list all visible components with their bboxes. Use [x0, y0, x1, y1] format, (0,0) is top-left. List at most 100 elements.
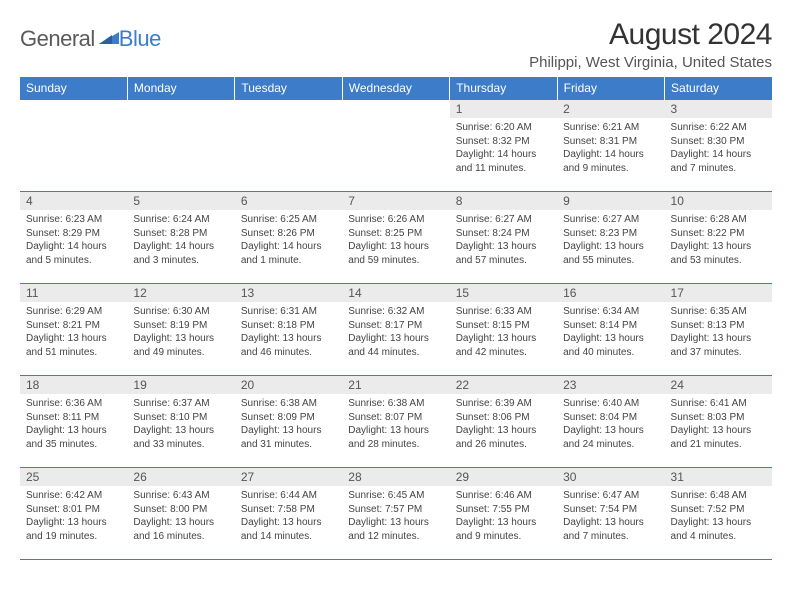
day-detail-line: and 49 minutes. [133, 346, 228, 360]
day-detail-line: and 28 minutes. [348, 438, 443, 452]
day-number: 23 [557, 376, 664, 394]
day-detail-line: Daylight: 14 hours [241, 240, 336, 254]
day-detail-line: and 44 minutes. [348, 346, 443, 360]
day-detail-line: and 3 minutes. [133, 254, 228, 268]
day-number: 30 [557, 468, 664, 486]
calendar-cell: 9Sunrise: 6:27 AMSunset: 8:23 PMDaylight… [557, 192, 664, 284]
day-detail-line: Sunset: 8:21 PM [26, 319, 121, 333]
day-detail-line: Sunset: 8:24 PM [456, 227, 551, 241]
day-detail-line: Daylight: 13 hours [133, 424, 228, 438]
day-number: 11 [20, 284, 127, 302]
day-details: Sunrise: 6:24 AMSunset: 8:28 PMDaylight:… [127, 210, 234, 269]
weekday-header: Friday [557, 77, 664, 100]
day-number: 13 [235, 284, 342, 302]
calendar-cell: 21Sunrise: 6:38 AMSunset: 8:07 PMDayligh… [342, 376, 449, 468]
day-detail-line: and 42 minutes. [456, 346, 551, 360]
day-number: 20 [235, 376, 342, 394]
day-detail-line: Sunrise: 6:35 AM [671, 305, 766, 319]
weekday-header: Wednesday [342, 77, 449, 100]
day-number: 7 [342, 192, 449, 210]
day-detail-line: Sunrise: 6:46 AM [456, 489, 551, 503]
day-detail-line: Sunset: 8:31 PM [563, 135, 658, 149]
calendar-cell: 18Sunrise: 6:36 AMSunset: 8:11 PMDayligh… [20, 376, 127, 468]
day-detail-line: and 5 minutes. [26, 254, 121, 268]
day-details: Sunrise: 6:43 AMSunset: 8:00 PMDaylight:… [127, 486, 234, 545]
calendar-body: 1Sunrise: 6:20 AMSunset: 8:32 PMDaylight… [20, 100, 772, 560]
day-number [127, 100, 234, 104]
calendar-cell: 20Sunrise: 6:38 AMSunset: 8:09 PMDayligh… [235, 376, 342, 468]
day-detail-line: Sunset: 7:55 PM [456, 503, 551, 517]
day-number: 12 [127, 284, 234, 302]
day-detail-line: Daylight: 13 hours [241, 424, 336, 438]
day-detail-line: Sunset: 8:30 PM [671, 135, 766, 149]
day-detail-line: Daylight: 14 hours [26, 240, 121, 254]
day-detail-line: Sunset: 8:06 PM [456, 411, 551, 425]
brand-part2: Blue [119, 26, 161, 52]
calendar-cell: 5Sunrise: 6:24 AMSunset: 8:28 PMDaylight… [127, 192, 234, 284]
day-details: Sunrise: 6:21 AMSunset: 8:31 PMDaylight:… [557, 118, 664, 177]
day-number: 24 [665, 376, 772, 394]
day-detail-line: Daylight: 13 hours [26, 516, 121, 530]
day-details: Sunrise: 6:44 AMSunset: 7:58 PMDaylight:… [235, 486, 342, 545]
day-details: Sunrise: 6:38 AMSunset: 8:09 PMDaylight:… [235, 394, 342, 453]
day-details: Sunrise: 6:33 AMSunset: 8:15 PMDaylight:… [450, 302, 557, 361]
day-details: Sunrise: 6:40 AMSunset: 8:04 PMDaylight:… [557, 394, 664, 453]
day-details: Sunrise: 6:29 AMSunset: 8:21 PMDaylight:… [20, 302, 127, 361]
day-number: 15 [450, 284, 557, 302]
calendar-cell: 28Sunrise: 6:45 AMSunset: 7:57 PMDayligh… [342, 468, 449, 560]
day-number: 8 [450, 192, 557, 210]
calendar-cell: 11Sunrise: 6:29 AMSunset: 8:21 PMDayligh… [20, 284, 127, 376]
day-details: Sunrise: 6:39 AMSunset: 8:06 PMDaylight:… [450, 394, 557, 453]
day-details: Sunrise: 6:42 AMSunset: 8:01 PMDaylight:… [20, 486, 127, 545]
day-detail-line: and 9 minutes. [563, 162, 658, 176]
day-detail-line: Daylight: 14 hours [671, 148, 766, 162]
day-detail-line: and 21 minutes. [671, 438, 766, 452]
day-detail-line: Daylight: 13 hours [671, 240, 766, 254]
day-number [20, 100, 127, 104]
day-detail-line: Sunrise: 6:47 AM [563, 489, 658, 503]
day-detail-line: and 7 minutes. [563, 530, 658, 544]
calendar-cell: 3Sunrise: 6:22 AMSunset: 8:30 PMDaylight… [665, 100, 772, 192]
day-details: Sunrise: 6:22 AMSunset: 8:30 PMDaylight:… [665, 118, 772, 177]
day-detail-line: Sunset: 8:00 PM [133, 503, 228, 517]
calendar-cell: 16Sunrise: 6:34 AMSunset: 8:14 PMDayligh… [557, 284, 664, 376]
day-detail-line: Sunrise: 6:41 AM [671, 397, 766, 411]
day-number: 14 [342, 284, 449, 302]
calendar-cell: 1Sunrise: 6:20 AMSunset: 8:32 PMDaylight… [450, 100, 557, 192]
day-details: Sunrise: 6:36 AMSunset: 8:11 PMDaylight:… [20, 394, 127, 453]
calendar-cell: 4Sunrise: 6:23 AMSunset: 8:29 PMDaylight… [20, 192, 127, 284]
day-detail-line: Daylight: 13 hours [133, 516, 228, 530]
day-detail-line: Sunrise: 6:45 AM [348, 489, 443, 503]
calendar-cell: 6Sunrise: 6:25 AMSunset: 8:26 PMDaylight… [235, 192, 342, 284]
day-detail-line: and 55 minutes. [563, 254, 658, 268]
day-detail-line: Sunset: 8:11 PM [26, 411, 121, 425]
day-details: Sunrise: 6:35 AMSunset: 8:13 PMDaylight:… [665, 302, 772, 361]
brand-logo: General Blue [20, 26, 161, 52]
day-number: 22 [450, 376, 557, 394]
day-number: 28 [342, 468, 449, 486]
day-details: Sunrise: 6:20 AMSunset: 8:32 PMDaylight:… [450, 118, 557, 177]
day-detail-line: Sunset: 8:23 PM [563, 227, 658, 241]
day-details: Sunrise: 6:47 AMSunset: 7:54 PMDaylight:… [557, 486, 664, 545]
calendar-cell: 19Sunrise: 6:37 AMSunset: 8:10 PMDayligh… [127, 376, 234, 468]
day-detail-line: Sunrise: 6:30 AM [133, 305, 228, 319]
day-detail-line: and 51 minutes. [26, 346, 121, 360]
calendar-cell [127, 100, 234, 192]
day-detail-line: Sunrise: 6:43 AM [133, 489, 228, 503]
day-detail-line: Sunset: 8:29 PM [26, 227, 121, 241]
day-number: 10 [665, 192, 772, 210]
day-detail-line: and 35 minutes. [26, 438, 121, 452]
day-number [235, 100, 342, 104]
day-details: Sunrise: 6:30 AMSunset: 8:19 PMDaylight:… [127, 302, 234, 361]
calendar-row: 18Sunrise: 6:36 AMSunset: 8:11 PMDayligh… [20, 376, 772, 468]
day-number: 19 [127, 376, 234, 394]
day-detail-line: Sunrise: 6:38 AM [348, 397, 443, 411]
day-detail-line: Sunrise: 6:33 AM [456, 305, 551, 319]
day-detail-line: Daylight: 13 hours [133, 332, 228, 346]
day-detail-line: and 40 minutes. [563, 346, 658, 360]
brand-triangle-icon [99, 28, 119, 49]
day-detail-line: and 33 minutes. [133, 438, 228, 452]
day-detail-line: Daylight: 13 hours [671, 332, 766, 346]
day-detail-line: Sunset: 7:54 PM [563, 503, 658, 517]
day-details: Sunrise: 6:45 AMSunset: 7:57 PMDaylight:… [342, 486, 449, 545]
